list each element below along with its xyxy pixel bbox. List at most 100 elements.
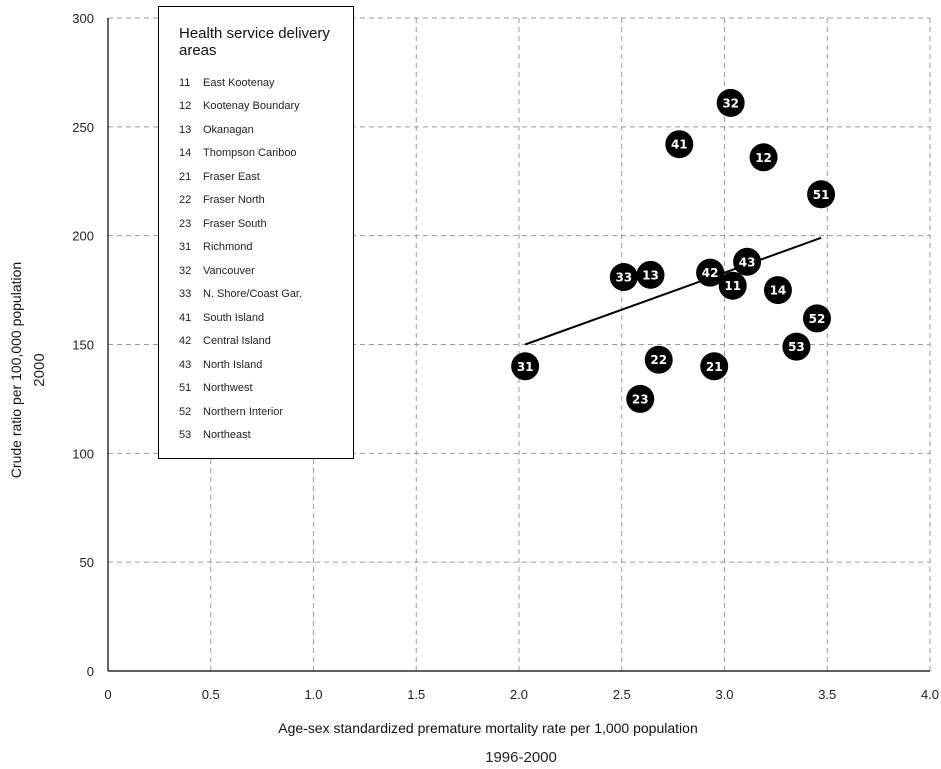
tick-labels: 0 0.5 1.0 1.5 2.0 2.5 3.0 3.5 4.0 0 50 100 150 200 250… — [72, 11, 939, 702]
point-marker — [609, 263, 638, 292]
legend-name: Central Island — [203, 335, 271, 348]
x-tick-label: 2.0 — [510, 687, 528, 702]
legend-item: 23 Fraser South — [179, 212, 302, 236]
data-point: 43 — [733, 247, 762, 276]
point-marker — [626, 384, 655, 413]
x-tick-label: 3.0 — [715, 687, 733, 702]
legend-code: 52 — [179, 405, 192, 418]
y-tick-label: 150 — [72, 338, 94, 353]
trend-line — [524, 236, 822, 346]
point-label: 11 — [724, 279, 741, 293]
legend-name: North Island — [203, 358, 263, 371]
legend-name: Northern Interior — [203, 405, 284, 418]
data-point: 21 — [700, 352, 729, 381]
legend-name: Northeast — [203, 429, 251, 442]
point-marker — [733, 247, 762, 276]
legend-item: 14 Thompson Cariboo — [179, 142, 302, 166]
legend-code: 12 — [179, 100, 192, 113]
legend-code: 33 — [179, 288, 192, 301]
data-point: 41 — [665, 130, 694, 159]
x-axis-title: Age-sex standardized premature mortality… — [278, 720, 697, 736]
point-marker — [763, 276, 792, 305]
axes — [107, 18, 930, 672]
point-marker — [802, 304, 831, 333]
point-marker — [511, 352, 540, 381]
legend-name: N. Shore/Coast Gar. — [203, 288, 303, 301]
legend-item: 13 Okanagan — [179, 118, 302, 142]
x-tick-label: 2.5 — [613, 687, 631, 702]
legend-item: 43 North Island — [179, 353, 302, 377]
y-tick-label: 100 — [72, 446, 94, 461]
data-point: 53 — [782, 332, 811, 361]
legend-code: 13 — [179, 123, 192, 136]
point-marker — [636, 260, 665, 289]
x-tick-label: 3.5 — [818, 687, 836, 702]
data-point: 12 — [749, 143, 778, 172]
legend-item: 51 Northwest — [179, 377, 302, 401]
legend-item: 21 Fraser East — [179, 165, 302, 189]
point-marker — [700, 352, 729, 381]
point-label: 22 — [650, 353, 667, 367]
point-label: 42 — [702, 266, 719, 280]
legend-item: 42 Central Island — [179, 330, 302, 354]
point-label: 32 — [722, 96, 739, 110]
y-tick-label: 200 — [72, 229, 94, 244]
legend-name: Thompson Cariboo — [203, 147, 297, 160]
point-marker — [718, 271, 747, 300]
point-label: 14 — [770, 284, 787, 298]
legend-name: Fraser East — [203, 170, 260, 183]
point-marker — [807, 180, 836, 209]
legend-item: 31 Richmond — [179, 236, 302, 260]
legend-code: 22 — [179, 194, 192, 207]
x-tick-label: 0 — [104, 687, 111, 702]
legend-code: 32 — [179, 264, 192, 277]
legend-name: Richmond — [203, 241, 253, 254]
point-label: 53 — [788, 340, 805, 354]
point-label: 51 — [813, 188, 830, 202]
legend-code: 41 — [179, 311, 192, 324]
point-marker — [665, 130, 694, 159]
x-tick-label: 1.0 — [304, 687, 322, 702]
point-label: 43 — [739, 255, 756, 269]
x-tick-label: 0.5 — [202, 687, 220, 702]
point-label: 23 — [632, 392, 649, 406]
legend-item: 52 Northern Interior — [179, 400, 302, 424]
point-label: 12 — [755, 151, 772, 165]
legend-code: 14 — [179, 147, 192, 160]
point-label: 41 — [671, 138, 688, 152]
legend-name: East Kootenay — [203, 76, 275, 89]
point-marker — [782, 332, 811, 361]
data-point: 52 — [802, 304, 831, 333]
legend-item: 11 East Kootenay — [179, 71, 302, 95]
y-tick-label: 50 — [80, 555, 94, 570]
legend-item: 12 Kootenay Boundary — [179, 95, 302, 119]
point-marker — [716, 88, 745, 117]
data-point: 51 — [807, 180, 836, 209]
legend-item: 22 Fraser North — [179, 189, 302, 213]
legend-item: 41 South Island — [179, 306, 302, 330]
y-tick-label: 300 — [72, 11, 94, 26]
y-tick-label: 250 — [72, 120, 94, 135]
data-point: 33 — [609, 263, 638, 292]
legend-code: 21 — [179, 170, 192, 183]
y-tick-label: 0 — [87, 664, 94, 679]
data-points: 11 12 13 14 21 22 23 31 32 33 41 42 43 51 52 53 — [511, 88, 836, 413]
data-point: 23 — [626, 384, 655, 413]
point-label: 21 — [706, 360, 723, 374]
legend-name: Kootenay Boundary — [203, 100, 300, 113]
legend-item: 32 Vancouver — [179, 259, 302, 283]
legend-code: 53 — [179, 429, 192, 442]
legend-name: South Island — [203, 311, 265, 324]
point-marker — [644, 345, 673, 374]
y-axis-subtitle: 2000 — [31, 353, 48, 386]
point-label: 33 — [615, 271, 632, 285]
legend-name: Northwest — [203, 382, 253, 395]
legend-code: 11 — [179, 76, 191, 89]
data-point: 42 — [696, 258, 725, 287]
legend-list: 11 East Kootenay 12 Kootenay Boundary 13 Okan… — [179, 71, 302, 447]
data-point: 13 — [636, 260, 665, 289]
legend-name: Fraser South — [203, 217, 267, 230]
legend-code: 42 — [179, 335, 192, 348]
legend-title: Health service delivery areas — [179, 25, 330, 59]
